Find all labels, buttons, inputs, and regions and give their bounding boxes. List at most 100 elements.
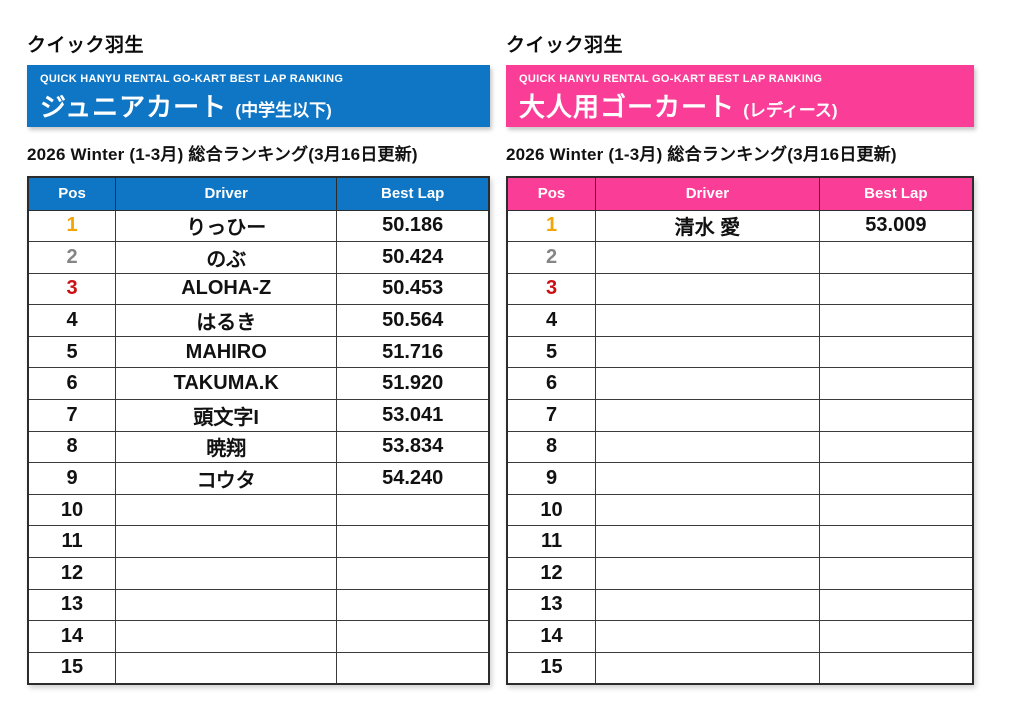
banner-category-title: 大人用ゴーカート (レディース) (519, 87, 960, 124)
bestlap-cell (818, 493, 974, 527)
table-row: 10 (27, 493, 490, 527)
category-banner-ladies: QUICK HANYU RENTAL GO-KART BEST LAP RANK… (506, 65, 974, 127)
ranking-panel-ladies: クイック羽生 QUICK HANYU RENTAL GO-KART BEST L… (506, 30, 974, 685)
bestlap-cell (336, 588, 490, 622)
column-header-pos: Pos (506, 176, 597, 211)
site-title: クイック羽生 (506, 35, 624, 56)
driver-cell: りっひー (115, 209, 338, 243)
site-title: クイック羽生 (27, 35, 145, 56)
driver-cell (115, 588, 338, 622)
bestlap-cell: 53.041 (336, 399, 490, 432)
table-row: 9 (506, 462, 974, 495)
driver-cell (595, 651, 820, 685)
table-header-row: Pos Driver Best Lap (506, 176, 974, 211)
category-banner-junior: QUICK HANYU RENTAL GO-KART BEST LAP RANK… (27, 65, 490, 127)
bestlap-cell (818, 430, 974, 464)
table-row: 11 (506, 525, 974, 559)
column-header-driver: Driver (595, 176, 820, 211)
category-note: (レディース) (743, 101, 838, 120)
column-header-driver: Driver (115, 176, 338, 211)
pos-cell: 5 (27, 335, 117, 369)
pos-cell: 13 (27, 588, 117, 622)
driver-cell (595, 399, 820, 432)
driver-cell: 暁翔 (115, 430, 338, 464)
bestlap-cell: 50.186 (336, 209, 490, 243)
driver-cell: のぶ (115, 241, 338, 274)
bestlap-cell (336, 557, 490, 590)
table-row: 4 はるき 50.564 (27, 304, 490, 337)
pos-cell: 12 (506, 557, 597, 590)
banner-category-title: ジュニアカート (中学生以下) (40, 87, 476, 124)
banner-tagline: QUICK HANYU RENTAL GO-KART BEST LAP RANK… (40, 73, 344, 85)
ranking-panel-junior: クイック羽生 QUICK HANYU RENTAL GO-KART BEST L… (27, 30, 490, 685)
pos-cell: 3 (27, 272, 117, 306)
bestlap-cell (818, 620, 974, 653)
bestlap-cell (336, 620, 490, 653)
pos-cell: 1 (506, 209, 597, 243)
pos-cell: 7 (506, 399, 597, 432)
pos-cell: 11 (27, 525, 117, 559)
pos-cell: 2 (506, 241, 597, 274)
table-row: 3 (506, 272, 974, 306)
driver-cell: コウタ (115, 462, 338, 495)
driver-cell (115, 651, 338, 685)
pos-cell: 13 (506, 588, 597, 622)
driver-cell (595, 304, 820, 337)
bestlap-cell: 53.009 (818, 209, 974, 243)
bestlap-cell (818, 525, 974, 559)
bestlap-cell (818, 651, 974, 685)
table-row: 4 (506, 304, 974, 337)
pos-cell: 9 (27, 462, 117, 495)
bestlap-cell: 53.834 (336, 430, 490, 464)
table-row: 12 (27, 557, 490, 590)
table-row: 12 (506, 557, 974, 590)
driver-cell (115, 525, 338, 559)
pos-cell: 6 (27, 367, 117, 401)
pos-cell: 15 (27, 651, 117, 685)
ranking-table-junior: Pos Driver Best Lap 1 りっひー 50.186 2 のぶ 50.42… (27, 176, 490, 685)
pos-cell: 1 (27, 209, 117, 243)
pos-cell: 8 (506, 430, 597, 464)
pos-cell: 10 (506, 493, 597, 527)
table-row: 10 (506, 493, 974, 527)
table-row: 7 (506, 399, 974, 432)
pos-cell: 2 (27, 241, 117, 274)
page: クイック羽生 QUICK HANYU RENTAL GO-KART BEST L… (27, 30, 974, 685)
table-row: 3 ALOHA-Z 50.453 (27, 272, 490, 306)
table-row: 14 (27, 620, 490, 653)
category-name: ジュニアカート (40, 92, 228, 122)
driver-cell (595, 241, 820, 274)
column-header-bestlap: Best Lap (818, 176, 974, 211)
driver-cell (115, 557, 338, 590)
driver-cell: 清水 愛 (595, 209, 820, 243)
pos-cell: 14 (506, 620, 597, 653)
ranking-table-ladies: Pos Driver Best Lap 1 清水 愛 53.009 2 3 4 5 … (506, 176, 974, 685)
bestlap-cell (336, 493, 490, 527)
pos-cell: 12 (27, 557, 117, 590)
table-row: 13 (27, 588, 490, 622)
driver-cell (595, 272, 820, 306)
season-title: 2026 Winter (1-3月) 総合ランキング(3月16日更新) (27, 145, 418, 164)
season-title: 2026 Winter (1-3月) 総合ランキング(3月16日更新) (506, 145, 897, 164)
driver-cell (115, 493, 338, 527)
bestlap-cell (818, 588, 974, 622)
bestlap-cell (818, 462, 974, 495)
banner-tagline: QUICK HANYU RENTAL GO-KART BEST LAP RANK… (519, 73, 823, 85)
table-row: 6 TAKUMA.K 51.920 (27, 367, 490, 401)
driver-cell: ALOHA-Z (115, 272, 338, 306)
driver-cell: 頭文字I (115, 399, 338, 432)
bestlap-cell (818, 367, 974, 401)
table-row: 5 (506, 335, 974, 369)
driver-cell (595, 557, 820, 590)
driver-cell (595, 620, 820, 653)
table-row: 5 MAHIRO 51.716 (27, 335, 490, 369)
driver-cell (595, 367, 820, 401)
table-row: 15 (27, 651, 490, 685)
bestlap-cell (818, 304, 974, 337)
pos-cell: 9 (506, 462, 597, 495)
driver-cell (115, 620, 338, 653)
driver-cell: MAHIRO (115, 335, 338, 369)
table-row: 1 りっひー 50.186 (27, 209, 490, 243)
bestlap-cell: 54.240 (336, 462, 490, 495)
category-note: (中学生以下) (235, 101, 332, 120)
